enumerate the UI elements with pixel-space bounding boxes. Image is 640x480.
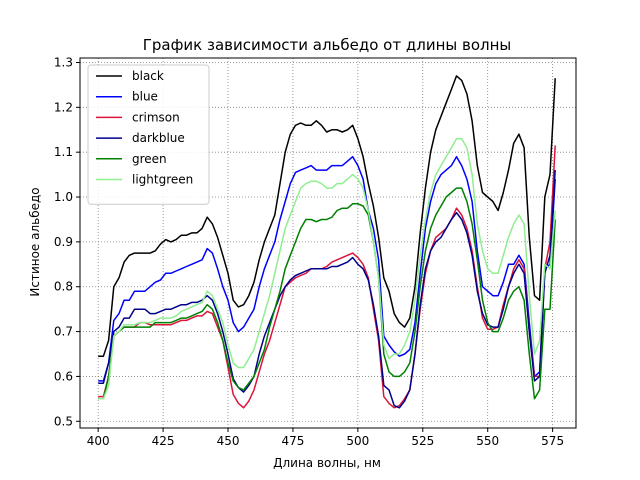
- legend-label-green: green: [132, 152, 167, 166]
- legend-label-lightgreen: lightgreen: [132, 173, 193, 187]
- series-line-lightgreen: [98, 137, 556, 400]
- y-tick-label: 0.8: [54, 280, 73, 294]
- legend-label-blue: blue: [132, 90, 158, 104]
- y-tick-label: 1.1: [54, 145, 73, 159]
- y-tick-label: 0.6: [54, 369, 73, 383]
- x-axis-label: Длина волны, нм: [273, 456, 381, 470]
- series-line-black: [98, 75, 556, 357]
- plot-frame: [79, 57, 577, 429]
- x-tick-label: 575: [541, 434, 564, 448]
- x-tick-label: 475: [281, 434, 304, 448]
- y-tick-label: 1.0: [54, 190, 73, 204]
- series-line-green: [98, 187, 556, 400]
- ticks: 400 425 450 475 500 525 550 575 0.5 0.6 0.7 0.8 0.9 1…: [54, 55, 564, 448]
- x-tick-label: 525: [411, 434, 434, 448]
- y-tick-label: 0.9: [54, 235, 73, 249]
- legend-label-black: black: [132, 69, 164, 83]
- y-tick-label: 1.2: [54, 100, 73, 114]
- legend-label-darkblue: darkblue: [132, 131, 185, 145]
- series-line-blue: [98, 155, 556, 382]
- x-tick-label: 550: [476, 434, 499, 448]
- x-tick-label: 450: [217, 434, 240, 448]
- y-tick-label: 0.7: [54, 325, 73, 339]
- x-tick-label: 425: [152, 434, 175, 448]
- legend-box: [87, 64, 210, 205]
- series-line-darkblue: [98, 170, 556, 409]
- y-tick-label: 1.3: [54, 55, 73, 69]
- chart-title: График зависимости альбедо от длины волн…: [143, 36, 512, 54]
- legend: black blue crimson darkblue green lightgreen: [87, 64, 210, 205]
- x-tick-label: 500: [346, 434, 369, 448]
- series-lines: [98, 75, 556, 409]
- legend-label-crimson: crimson: [132, 110, 180, 124]
- x-tick-label: 400: [87, 434, 110, 448]
- y-tick-label: 0.5: [54, 414, 73, 428]
- y-axis-label: Истиное альбедо: [28, 187, 42, 296]
